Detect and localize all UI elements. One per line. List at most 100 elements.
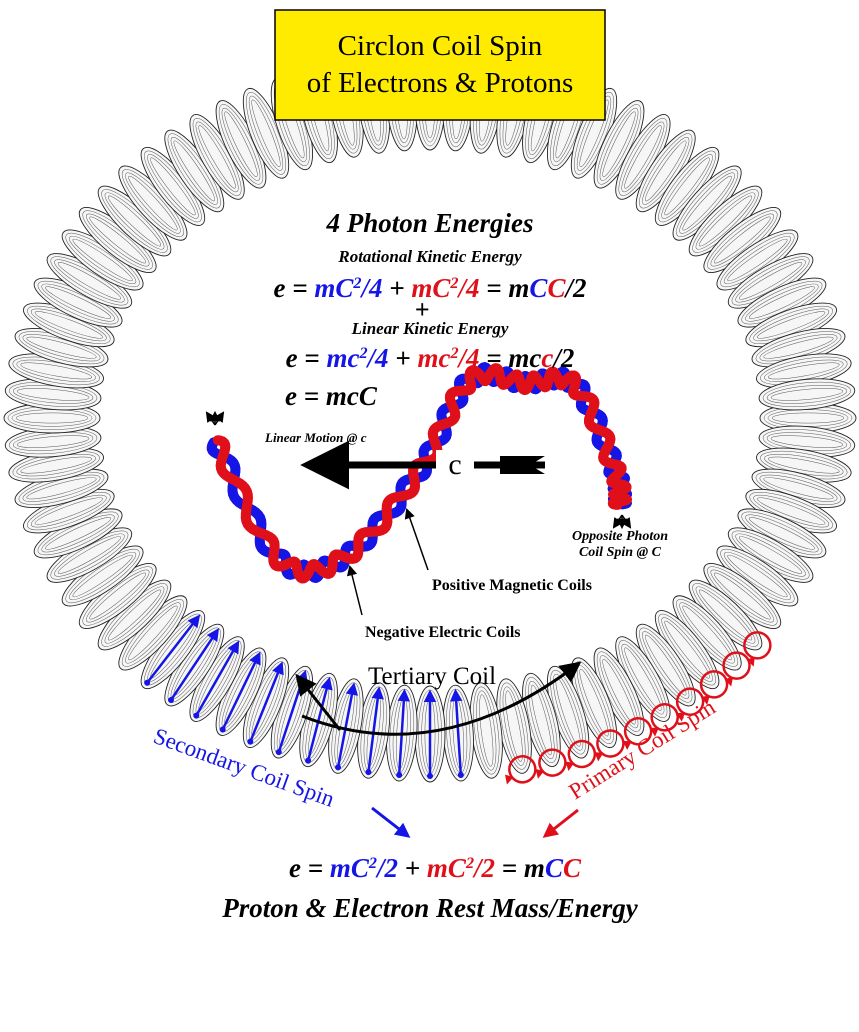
coil-loop [33,508,123,559]
loop-line [579,99,609,168]
loop-line [505,690,523,762]
loop-line [15,412,89,424]
coil-loop [716,229,799,291]
arrow-tail [247,738,254,745]
loop-line [768,362,840,380]
loop-line [759,474,838,502]
arrow-tail [144,679,151,686]
spin-arrow [565,761,575,772]
footer: Proton & Electron Rest Mass/Energy [221,893,639,923]
loop-line [16,388,90,401]
loop-line [128,175,178,231]
loop-line [195,121,239,193]
loop-line [642,137,690,205]
loop-line [45,286,112,319]
loop-line [251,99,281,168]
coil-loop [357,682,391,779]
coil-loop [23,488,115,534]
plus: + [415,295,430,324]
loop-line [621,643,665,715]
loop-line [34,497,103,525]
loop-line [54,259,125,303]
loop-line [128,605,178,661]
title: of Electrons & Protons [307,67,574,99]
loop-line [72,238,133,282]
arrow-tail [275,749,282,756]
loop-line [727,554,788,598]
equation: e = mc2/4 + mc2/4 = mcc/2 [286,343,575,373]
loop-line [710,213,774,267]
loop-line [695,192,756,250]
equation: e = mC2/4 + mC2/4 = mCC/2 [274,273,587,303]
spin-tick [213,411,225,426]
primary-spin [567,739,597,769]
secondary-arrow [336,682,359,768]
coil-loop [654,146,720,226]
primary-spin [538,748,567,777]
loop-line [530,684,552,756]
loop-line [753,494,830,528]
primary-spin [650,703,679,732]
loop-line [198,125,236,189]
primary-spin [743,631,772,660]
loop-line [54,533,125,577]
loop-line [723,236,791,284]
coil-loop [242,87,290,179]
secondary-arrow [306,676,333,761]
pointer [371,806,411,838]
loop-line [624,125,662,189]
secondary-arrow [195,640,240,717]
loop-line [107,589,162,641]
primary-spin [623,717,653,746]
loop-line [739,262,803,300]
loop-line [107,195,162,247]
loop-line [125,172,181,234]
arrow-tail [457,772,464,779]
loop-line [499,682,529,770]
loop-line [763,477,834,500]
loop-line [624,647,662,711]
loop-line [502,686,526,766]
loop-line [599,107,639,181]
loop-line [770,388,844,401]
loop-line [173,140,215,202]
coil-loop [4,425,102,458]
loop-line [645,140,687,202]
loop-line [745,514,819,553]
loop-line [661,154,713,219]
loop-line [664,620,710,679]
loop-line [550,669,587,755]
loop-line [713,216,771,264]
loop-line [735,533,806,577]
loop-line [246,91,286,175]
loop-line [16,435,90,448]
loop-line [682,605,732,661]
label-bg [436,450,474,480]
loop-line [104,192,165,250]
loop-line [763,336,834,359]
loop-line [26,336,97,359]
loop-line [735,259,806,303]
loop-line [748,286,815,319]
label: Rotational Kinetic Energy [337,247,522,266]
primary-spin [675,687,705,716]
loop-line [528,680,555,760]
loop-line [26,477,97,500]
loop-line [621,121,665,193]
loop-line [30,308,107,342]
coil-loop [727,253,814,309]
loop-line [771,412,845,424]
loop-line [679,172,735,234]
loop-line [45,517,112,550]
loop-line [757,497,826,525]
coil-loop [97,185,172,257]
label: Opposite Photon [572,529,668,544]
label: Negative Electric Coils [365,624,521,641]
loop-line [86,569,150,623]
loop-line [150,157,196,216]
loop-line [72,554,133,598]
loop-line [757,311,826,339]
tertiary-arrow-head [295,673,342,731]
loop-line [602,658,636,725]
